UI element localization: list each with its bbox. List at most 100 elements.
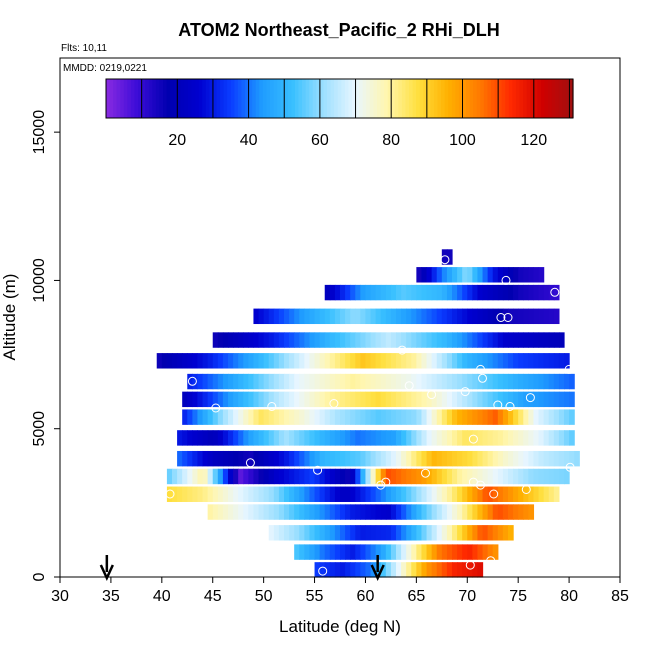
heatmap-cell	[523, 267, 529, 283]
heatmap-cell	[558, 409, 565, 425]
heatmap-cell	[278, 353, 285, 369]
heatmap-cell	[487, 353, 494, 369]
heatmap-cell	[284, 430, 290, 446]
heatmap-cell	[355, 525, 361, 541]
heatmap-cell	[340, 504, 346, 520]
heatmap-cell	[472, 525, 479, 541]
heatmap-cell	[411, 468, 417, 485]
heatmap-cell	[472, 267, 479, 283]
heatmap-cell	[365, 391, 372, 408]
heatmap-cell	[421, 450, 428, 467]
heatmap-cell	[411, 332, 417, 348]
colorbar-segment	[423, 79, 428, 118]
heatmap-cell	[492, 267, 499, 283]
colorbar-segment	[127, 79, 132, 118]
heatmap-cell	[380, 430, 387, 446]
heatmap-cell	[243, 353, 249, 369]
heatmap-cell	[401, 308, 407, 325]
heatmap-cell	[253, 308, 260, 325]
heatmap-cell	[350, 450, 356, 467]
heatmap-cell	[508, 504, 514, 520]
heatmap-cell	[396, 525, 402, 541]
heatmap-cell	[523, 332, 529, 348]
heatmap-cell	[416, 430, 423, 446]
heatmap-cell	[233, 391, 239, 408]
heatmap-cell	[182, 468, 188, 485]
colorbar-segment	[491, 79, 496, 118]
heatmap-cell	[558, 468, 565, 485]
heatmap-cell	[548, 409, 555, 425]
heatmap-cell	[482, 267, 489, 283]
heatmap-cell	[497, 284, 504, 301]
heatmap-cell	[467, 468, 473, 485]
heatmap-cell	[441, 430, 448, 446]
heatmap-cell	[497, 373, 504, 390]
heatmap-cell	[375, 391, 382, 408]
heatmap-cell	[212, 430, 219, 446]
heatmap-cell	[304, 373, 311, 390]
heatmap-cell	[385, 525, 392, 541]
heatmap-cell	[390, 373, 397, 390]
heatmap-cell	[558, 373, 565, 390]
heatmap-cell	[217, 332, 224, 348]
heatmap-cell	[396, 504, 402, 520]
heatmap-cell	[502, 409, 509, 425]
x-axis-label: Latitude (deg N)	[279, 617, 401, 636]
heatmap-cell	[548, 373, 555, 390]
heatmap-cell	[446, 544, 453, 560]
heatmap-cell	[233, 409, 239, 425]
heatmap-cell	[309, 504, 316, 520]
sample-point	[564, 364, 574, 374]
heatmap-cell	[294, 486, 300, 502]
heatmap-cell	[248, 468, 255, 485]
heatmap-cell	[324, 284, 331, 301]
colorbar-tick-label: 120	[520, 132, 547, 149]
colorbar-segment	[487, 79, 492, 118]
heatmap-cell	[548, 391, 555, 408]
colorbar-segment	[398, 79, 403, 118]
heatmap-cell	[457, 525, 463, 541]
sample-point	[493, 400, 503, 410]
heatmap-cell	[258, 308, 265, 325]
colorbar-segment	[384, 79, 389, 118]
x-tick-label: 60	[357, 588, 375, 605]
sample-point	[503, 313, 513, 322]
heatmap-cell	[278, 430, 285, 446]
heatmap-band	[441, 249, 453, 265]
heatmap-cell	[553, 353, 560, 369]
colorbar-segment	[252, 79, 257, 118]
heatmap-cell	[365, 284, 372, 301]
colorbar-segment	[312, 79, 317, 118]
heatmap-cell	[360, 353, 367, 369]
heatmap-cell	[314, 430, 321, 446]
heatmap-cell	[441, 284, 448, 301]
heatmap-cell	[202, 430, 209, 446]
heatmap-cell	[268, 430, 275, 446]
heatmap-cell	[345, 332, 351, 348]
heatmap-cell	[436, 504, 443, 520]
heatmap-cell	[258, 332, 265, 348]
heatmap-cell	[446, 468, 453, 485]
heatmap-cell	[421, 525, 428, 541]
heatmap-cell	[436, 525, 443, 541]
heatmap-band	[253, 308, 560, 325]
heatmap-cell	[314, 544, 321, 560]
heatmap-cell	[538, 468, 545, 485]
heatmap-cell	[375, 284, 382, 301]
heatmap-cell	[243, 373, 249, 390]
heatmap-cell	[345, 450, 351, 467]
heatmap-cell	[538, 284, 545, 301]
heatmap-cell	[385, 504, 392, 520]
heatmap-cell	[228, 332, 234, 348]
flight-arrow-head	[370, 564, 385, 581]
heatmap-cell	[446, 373, 453, 390]
colorbar-segment	[473, 79, 478, 118]
heatmap-cell	[202, 409, 209, 425]
heatmap-cell	[431, 544, 438, 560]
heatmap-cell	[431, 430, 438, 446]
heatmap-cell	[304, 468, 311, 485]
heatmap-cell	[523, 353, 529, 369]
heatmap-cell	[396, 284, 402, 301]
heatmap-cell	[462, 391, 468, 408]
heatmap-cell	[543, 468, 550, 485]
